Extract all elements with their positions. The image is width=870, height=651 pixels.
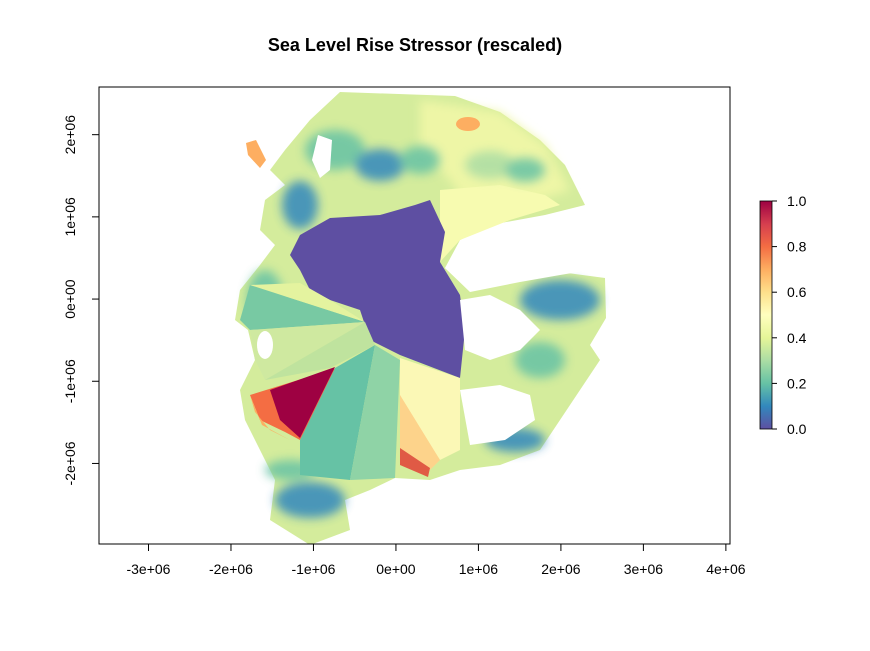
north-hotspot (456, 117, 480, 131)
south-high (400, 448, 430, 477)
x-tick-label: 1e+06 (459, 561, 499, 577)
x-tick-label: -1e+06 (291, 561, 335, 577)
south-sector-d (400, 395, 440, 470)
south-sector-c (400, 358, 460, 460)
map-title: Sea Level Rise Stressor (rescaled) (267, 35, 563, 55)
west-sector-d (265, 322, 375, 380)
legend-colorbar (759, 200, 773, 430)
x-tick-label: 2e+06 (541, 561, 581, 577)
land-mass-east (445, 210, 600, 292)
y-axis: -2e+06 -1e+06 0e+00 1e+06 2e+06 (62, 115, 100, 485)
south-sector-b (350, 345, 400, 480)
land-mass-north (312, 135, 332, 178)
x-tick-label: -2e+06 (209, 561, 253, 577)
west-inlet (246, 140, 266, 168)
legend-tick-label: 0.4 (787, 330, 807, 346)
land-mass-east-islands (460, 295, 540, 360)
land-mass-south (460, 385, 535, 445)
x-tick-label: 3e+06 (624, 561, 664, 577)
legend-tick-label: 0.8 (787, 239, 807, 255)
legend-tick-label: 0.2 (787, 375, 807, 391)
y-tick-label: -2e+06 (62, 441, 78, 485)
raster-layer (235, 92, 606, 544)
x-tick-label: -3e+06 (126, 561, 170, 577)
west-sector-a (240, 285, 365, 330)
y-tick-label: 1e+06 (62, 197, 78, 237)
legend-ticks: 0.0 0.2 0.4 0.6 0.8 1.0 (772, 193, 807, 437)
color-legend: 0.0 0.2 0.4 0.6 0.8 1.0 (759, 193, 807, 437)
y-tick-label: 0e+00 (62, 279, 78, 319)
y-tick-label: 2e+06 (62, 115, 78, 155)
x-tick-label: 0e+00 (376, 561, 416, 577)
legend-tick-label: 1.0 (787, 193, 807, 209)
legend-tick-label: 0.6 (787, 284, 807, 300)
northeast-shelf (440, 185, 560, 262)
southwest-max (270, 367, 335, 438)
x-tick-label: 4e+06 (706, 561, 746, 577)
legend-tick-label: 0.0 (787, 421, 807, 437)
central-basin (290, 200, 465, 378)
west-sector-c (250, 283, 365, 322)
west-sector-b (250, 322, 365, 380)
y-tick-label: -1e+06 (62, 359, 78, 403)
land-mass-west (257, 331, 273, 359)
x-axis: -3e+06 -2e+06 -1e+06 0e+00 1e+06 2e+06 3e+06 4e… (126, 543, 746, 577)
